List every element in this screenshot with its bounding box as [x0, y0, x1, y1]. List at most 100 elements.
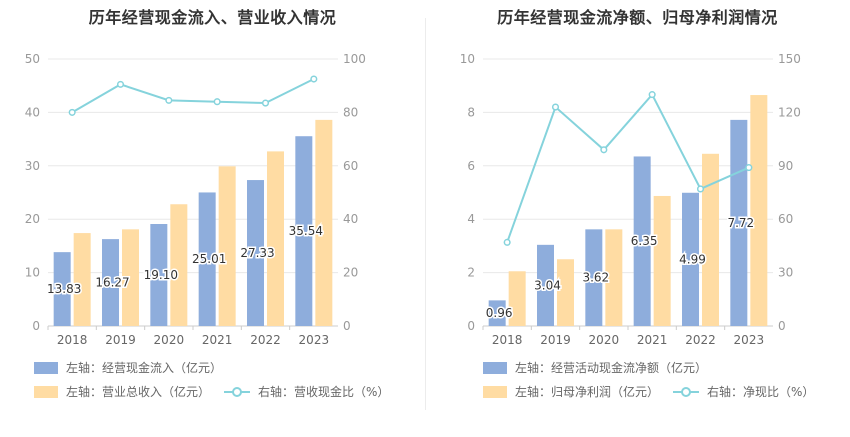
data-label: 35.54: [289, 224, 323, 238]
x-axis-tick-label: 2023: [734, 333, 765, 347]
ratio-point: [503, 238, 511, 246]
legend-row-2: 左轴：归母净利润（亿元） 右轴：净现比（%）: [483, 383, 814, 400]
bar-series-1: [150, 224, 168, 326]
legend-item-series-2[interactable]: 左轴：归母净利润（亿元）: [483, 383, 659, 400]
legend-label: 左轴：经营现金流入（亿元）: [66, 361, 223, 375]
legend-label: 右轴：营收现金比（%）: [258, 385, 390, 399]
left-axis-tick-label: 50: [25, 52, 40, 66]
legend-item-series-3[interactable]: 右轴：营收现金比（%）: [224, 383, 389, 400]
bar-series-2: [508, 271, 526, 326]
bar-series-1: [537, 244, 554, 326]
chart-title: 历年经营现金流净额、归母净利润情况: [497, 8, 778, 27]
x-axis-tick-label: 2022: [685, 333, 716, 347]
left-axis-tick-label: 4: [467, 212, 475, 226]
x-axis-tick-label: 2023: [299, 333, 330, 347]
x-axis-tick-label: 2020: [589, 333, 620, 347]
legend-label: 左轴：营业总收入（亿元）: [66, 385, 211, 399]
legend-row-1: 左轴：经营现金流入（亿元）: [34, 359, 222, 376]
data-label: 6.35: [631, 234, 658, 248]
x-axis-tick-label: 2021: [637, 333, 668, 347]
bar-series-1: [682, 192, 699, 326]
right-axis-tick-label: 100: [343, 52, 366, 66]
data-label: 3.04: [534, 278, 561, 292]
left-chart-panel: 历年经营现金流入、营业收入情况 0 10 20 30 40 50 0 20 40 60 80 100 2…: [25, 8, 390, 400]
x-axis-tick-label: 2021: [202, 333, 233, 347]
right-axis-tick-label: 80: [343, 105, 358, 119]
bar-series-1: [247, 180, 264, 326]
legend-row-2: 左轴：营业总收入（亿元） 右轴：营收现金比（%）: [34, 383, 389, 400]
right-axis-tick-label: 0: [343, 319, 351, 333]
left-axis-tick-label: 10: [460, 52, 475, 66]
bar-series-1: [633, 156, 651, 326]
legend-label: 右轴：净现比（%）: [707, 385, 815, 399]
bar-series-1: [488, 300, 506, 326]
ratio-point: [165, 96, 173, 104]
bar-series-2: [605, 229, 623, 326]
right-axis-tick-label: 20: [343, 266, 358, 280]
ratio-point: [696, 185, 705, 193]
legend-swatch-bar: [34, 385, 58, 398]
bar-series-1: [295, 136, 313, 326]
left-axis-tick-label: 6: [467, 159, 475, 173]
bar-series-1: [53, 252, 71, 326]
ratio-point: [261, 99, 270, 107]
legend-swatch-bar: [483, 385, 507, 398]
legend-swatch-line: [224, 386, 251, 398]
bar-series-2: [218, 166, 236, 326]
data-label: 7.72: [727, 216, 754, 230]
left-axis-tick-label: 2: [467, 266, 475, 280]
right-axis-tick-label: 40: [343, 212, 358, 226]
data-label: 4.99: [679, 252, 706, 266]
x-axis-tick-label: 2019: [105, 333, 136, 347]
ratio-point: [551, 103, 560, 111]
ratio-point: [213, 98, 221, 106]
right-axis-tick-label: 60: [343, 159, 358, 173]
bar-series-2: [315, 119, 333, 326]
left-axis-tick-label: 30: [25, 159, 40, 173]
bar-series-2: [750, 95, 768, 326]
data-label: 3.62: [582, 271, 609, 285]
x-axis-tick-label: 2018: [492, 333, 523, 347]
bar-series-1: [730, 119, 748, 326]
ratio-line: [71, 78, 315, 114]
bar-series-1: [198, 192, 216, 326]
bar-series-2: [122, 229, 139, 326]
net-cashflow-profit-chart: 0 2 4 6 8 10 0 30 60 90 120 150 2018 0.96 2019 3.04 2020…: [460, 52, 801, 347]
bar-series-1: [585, 229, 603, 326]
legend-swatch-bar: [483, 361, 507, 374]
right-axis-tick-label: 30: [778, 266, 793, 280]
left-axis-tick-label: 40: [25, 105, 40, 119]
legend-swatch-bar: [34, 361, 58, 374]
panel-divider: [425, 18, 426, 410]
legend-item-series-2[interactable]: 左轴：营业总收入（亿元）: [34, 383, 210, 400]
bar-series-2: [557, 259, 574, 326]
legend-label: 左轴：经营活动现金流净额（亿元）: [515, 361, 708, 375]
legend-item-series-3[interactable]: 右轴：净现比（%）: [673, 383, 814, 400]
right-axis-tick-label: 90: [778, 159, 793, 173]
data-label: 13.83: [47, 282, 81, 296]
legend-item-series-1[interactable]: 左轴：经营活动现金流净额（亿元）: [483, 359, 707, 376]
ratio-point: [600, 146, 608, 154]
bar-series-2: [73, 233, 91, 326]
ratio-point: [648, 91, 656, 99]
data-label: 16.27: [95, 276, 129, 290]
data-label: 27.33: [240, 246, 274, 260]
x-axis-tick-label: 2020: [154, 333, 185, 347]
legend-label: 左轴：归母净利润（亿元）: [515, 385, 660, 399]
ratio-point: [310, 75, 318, 83]
bar-series-2: [267, 151, 284, 326]
bar-series-2: [170, 204, 188, 326]
right-axis-tick-label: 120: [778, 105, 801, 119]
x-axis-tick-label: 2022: [250, 333, 281, 347]
x-axis-tick-label: 2019: [540, 333, 571, 347]
data-label: 0.96: [486, 306, 513, 320]
right-axis-tick-label: 0: [778, 319, 786, 333]
x-axis-tick-label: 2018: [57, 333, 88, 347]
legend-row-1: 左轴：经营活动现金流净额（亿元）: [483, 359, 707, 376]
left-axis-tick-label: 8: [467, 105, 475, 119]
chart-title: 历年经营现金流入、营业收入情况: [88, 8, 337, 27]
right-chart-panel: 历年经营现金流净额、归母净利润情况 0 2 4 6 8 10 0 30 60 90 120 150 20…: [425, 0, 850, 437]
bar-series-2: [702, 153, 719, 326]
legend-swatch-line: [673, 386, 700, 398]
legend-item-series-1[interactable]: 左轴：经营现金流入（亿元）: [34, 359, 222, 376]
